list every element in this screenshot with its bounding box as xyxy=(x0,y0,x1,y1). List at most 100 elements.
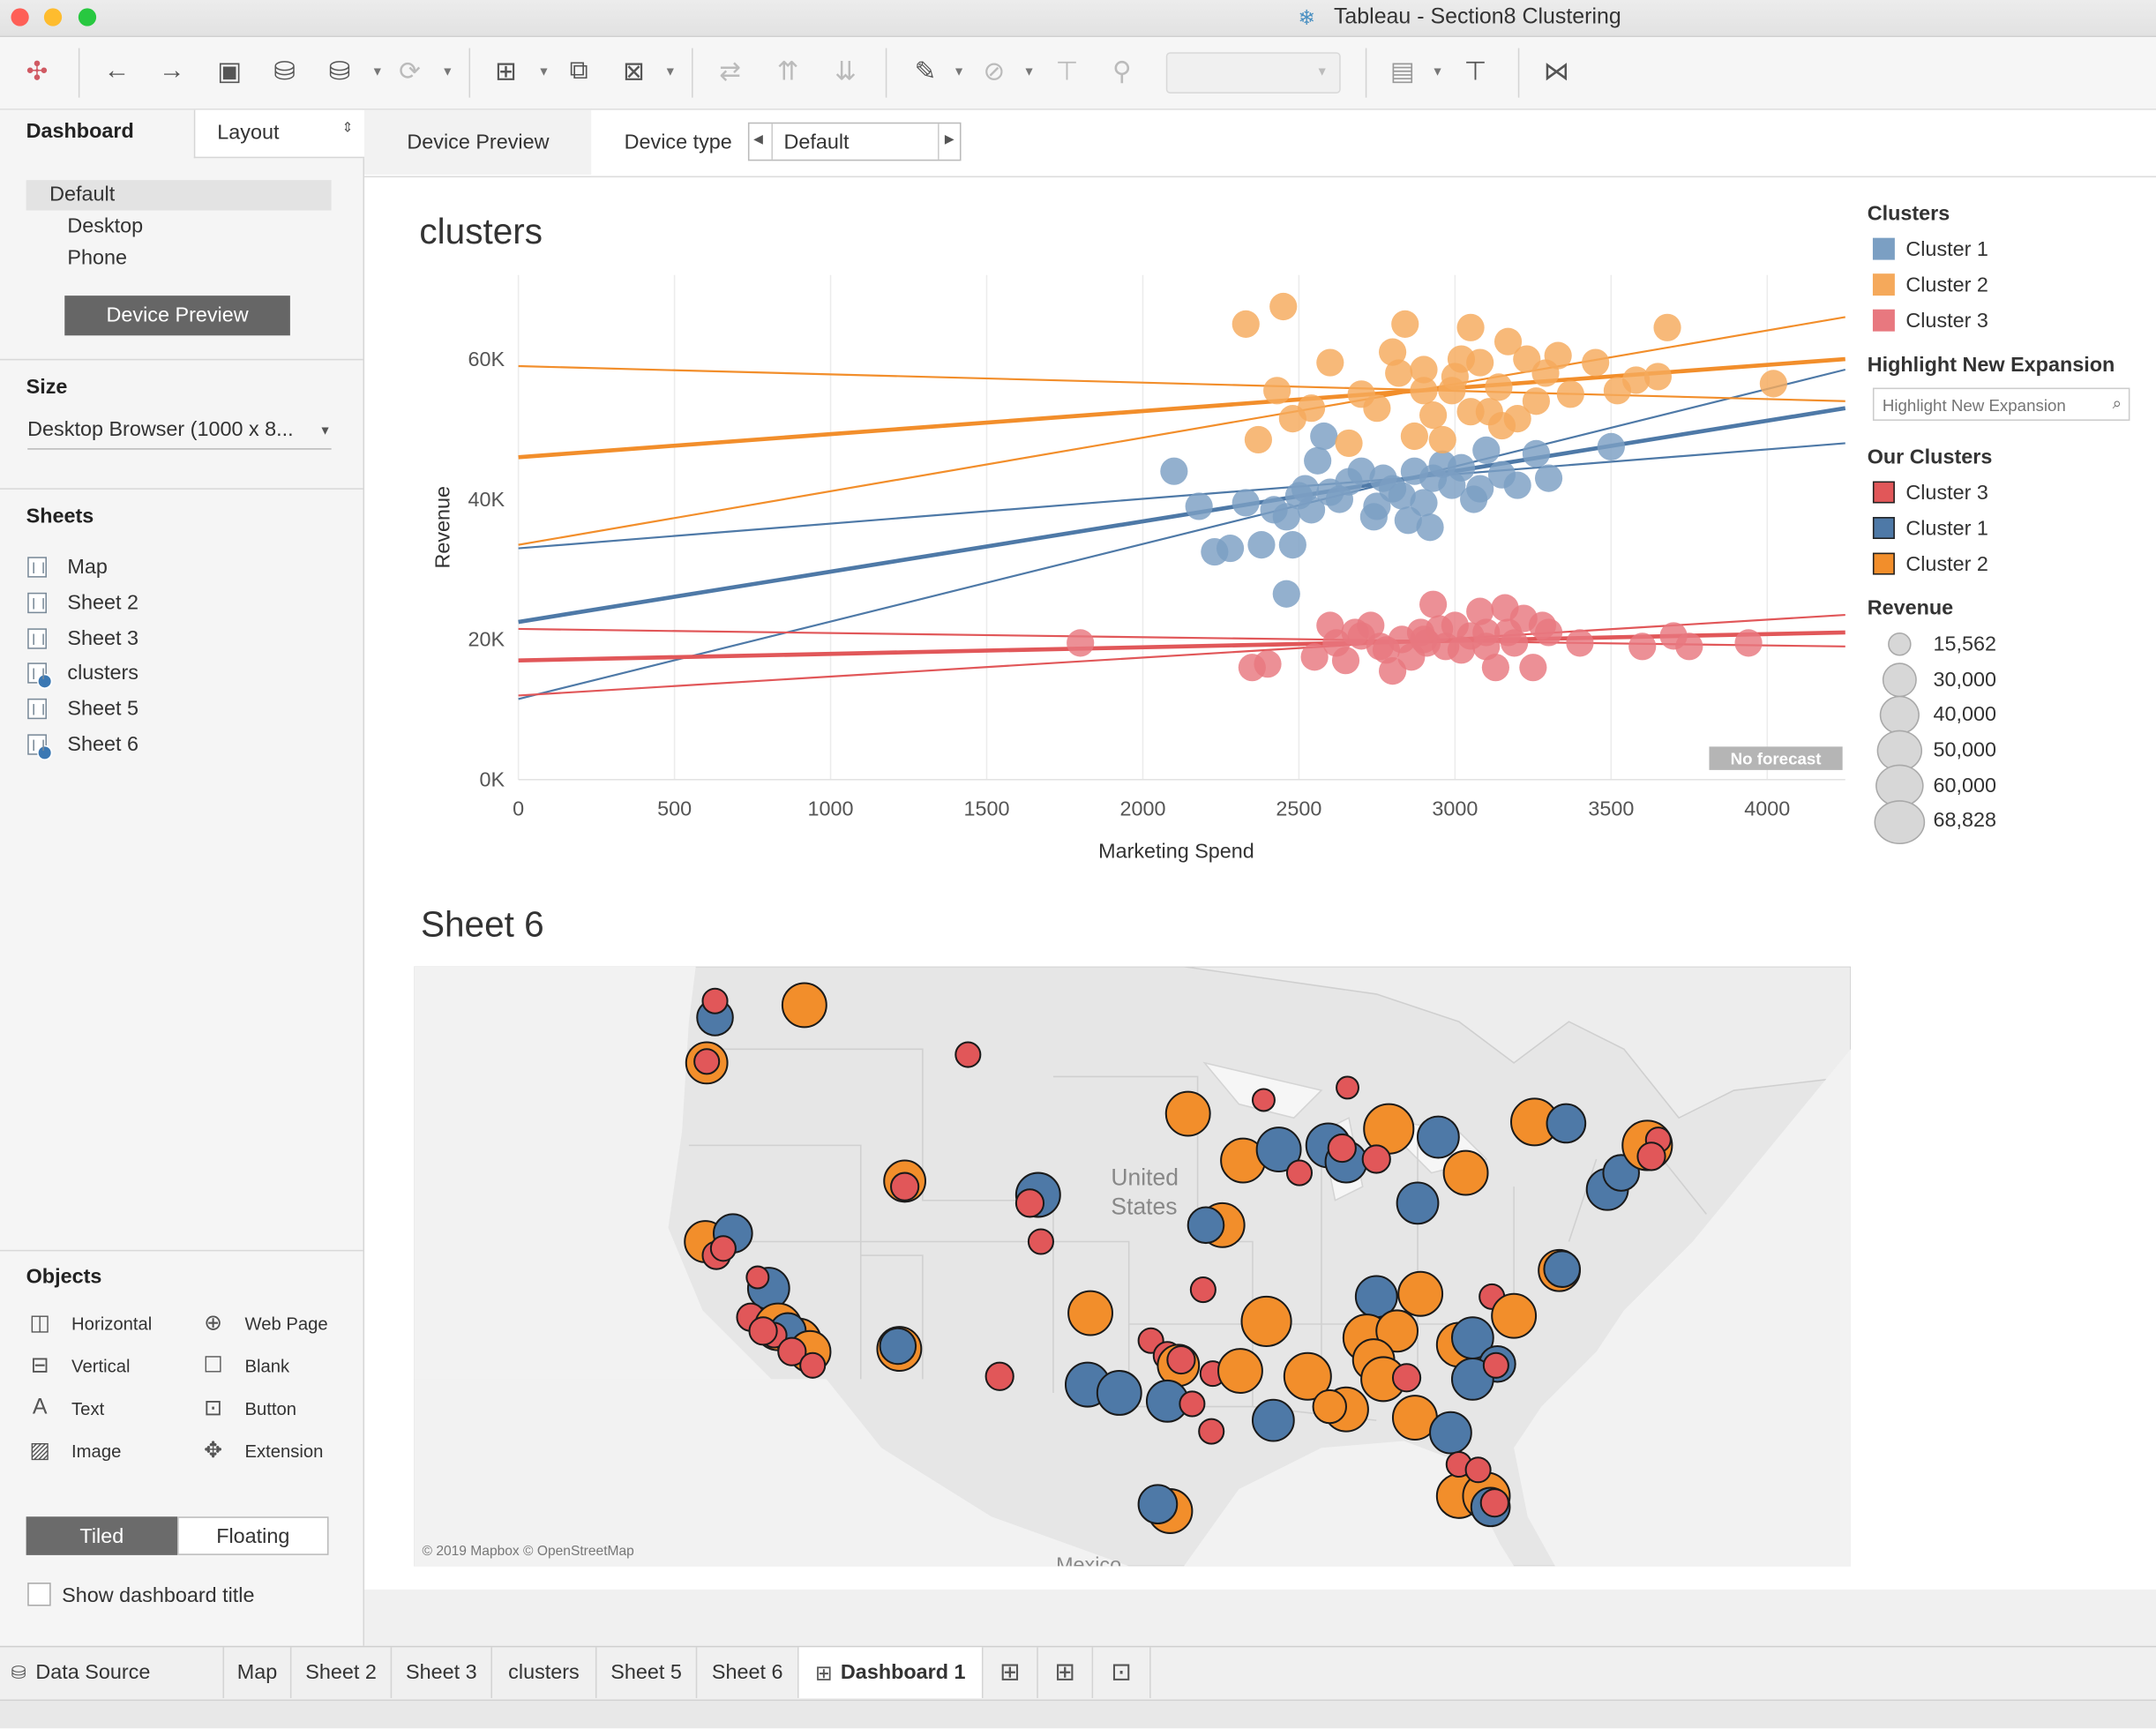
map-marker[interactable] xyxy=(1198,1418,1225,1445)
size-dropdown[interactable]: Desktop Browser (1000 x 8... xyxy=(27,417,294,442)
scatter-point[interactable] xyxy=(1331,647,1360,675)
scatter-point[interactable] xyxy=(1304,446,1332,475)
scatter-point[interactable] xyxy=(1160,457,1188,485)
scatter-point[interactable] xyxy=(1513,345,1541,373)
save-icon[interactable]: ▣ xyxy=(217,56,243,86)
highlight-search-input[interactable] xyxy=(1879,392,2099,420)
map-marker[interactable] xyxy=(1187,1206,1225,1245)
scatter-point[interactable] xyxy=(1272,580,1300,608)
floating-toggle[interactable]: Floating xyxy=(177,1516,329,1555)
scatter-point[interactable] xyxy=(1487,411,1516,440)
scatter-point[interactable] xyxy=(1416,513,1444,542)
sheet-item-sheet-2[interactable]: Sheet 2 xyxy=(27,588,138,618)
map-marker[interactable] xyxy=(1014,1188,1045,1218)
scatter-point[interactable] xyxy=(1216,535,1245,563)
map-marker[interactable] xyxy=(1482,1351,1509,1379)
scatter-point[interactable] xyxy=(1391,310,1419,338)
device-preview-button[interactable]: Device Preview xyxy=(64,296,290,336)
map-marker[interactable] xyxy=(1546,1103,1587,1144)
scatter-point[interactable] xyxy=(1363,492,1391,520)
device-default-row[interactable] xyxy=(26,180,332,211)
sheet-item-sheet-5[interactable]: Sheet 5 xyxy=(27,693,138,723)
device-phone[interactable]: Phone xyxy=(67,246,127,270)
scatter-point[interactable] xyxy=(1522,387,1550,415)
tiled-toggle[interactable]: Tiled xyxy=(26,1516,178,1555)
zoom-window-button[interactable] xyxy=(78,8,97,26)
cluster-scatter-plot[interactable]: 0 500 1000 1500 2000 2500 3000 3500 4000 0K 20K 40K… xyxy=(413,248,1857,866)
close-window-button[interactable] xyxy=(11,8,29,26)
scatter-point[interactable] xyxy=(1244,425,1272,454)
scatter-point[interactable] xyxy=(1675,632,1703,661)
sheet-item-sheet-3[interactable]: Sheet 3 xyxy=(27,623,138,653)
tab-sheet-5[interactable]: Sheet 5 xyxy=(596,1647,698,1698)
search-icon[interactable]: ⌕ xyxy=(2112,393,2122,413)
refresh-icon[interactable]: ⟳ xyxy=(399,56,421,86)
legend-item-cluster-1[interactable]: Cluster 1 xyxy=(1872,236,1988,263)
map-marker[interactable] xyxy=(748,1316,778,1346)
scatter-point[interactable] xyxy=(1379,657,1407,685)
map-marker[interactable] xyxy=(1464,1456,1492,1484)
scatter-point[interactable] xyxy=(1254,650,1282,678)
map-marker[interactable] xyxy=(1543,1250,1581,1288)
scatter-point[interactable] xyxy=(1410,377,1438,405)
scatter-point[interactable] xyxy=(1528,611,1557,640)
scatter-point[interactable] xyxy=(1481,654,1509,682)
map-marker[interactable] xyxy=(1179,1390,1206,1418)
new-story-tab-icon[interactable]: ⊡ xyxy=(1093,1647,1151,1698)
object-vertical[interactable]: ⊟ Vertical xyxy=(27,1351,131,1381)
scatter-point[interactable] xyxy=(1297,496,1326,524)
object-extension[interactable]: ✥ Extension xyxy=(201,1435,323,1465)
scatter-point[interactable] xyxy=(1419,590,1448,618)
map-marker[interactable] xyxy=(1251,1398,1295,1442)
map-marker[interactable] xyxy=(1397,1270,1444,1317)
scatter-point[interactable] xyxy=(1278,405,1306,433)
legend-item-our-cluster-2[interactable]: Cluster 2 xyxy=(1872,550,1988,577)
chevron-down-icon[interactable]: ▼ xyxy=(1022,64,1036,79)
tab-sheet-6[interactable]: Sheet 6 xyxy=(697,1647,799,1698)
map-marker[interactable] xyxy=(709,1235,737,1262)
scatter-point[interactable] xyxy=(1335,429,1363,458)
scatter-point[interactable] xyxy=(1441,363,1469,391)
map-marker[interactable] xyxy=(701,987,729,1014)
scatter-point[interactable] xyxy=(1379,338,1407,366)
scatter-point[interactable] xyxy=(1622,366,1651,394)
scatter-point[interactable] xyxy=(1566,629,1594,657)
scatter-point[interactable] xyxy=(1472,632,1501,661)
map-marker[interactable] xyxy=(1417,1115,1460,1159)
map-marker[interactable] xyxy=(1240,1295,1292,1347)
map-marker[interactable] xyxy=(1391,1363,1422,1393)
map-marker[interactable] xyxy=(1450,1357,1494,1401)
scatter-point[interactable] xyxy=(1628,632,1657,661)
object-horizontal[interactable]: ◫ Horizontal xyxy=(27,1307,152,1337)
legend-item-our-cluster-3[interactable]: Cluster 3 xyxy=(1872,478,1988,505)
scatter-point[interactable] xyxy=(1394,506,1422,535)
chevron-left-icon[interactable]: ◀ xyxy=(753,131,763,146)
scatter-point[interactable] xyxy=(1357,611,1385,640)
pause-updates-icon[interactable]: ⛁ xyxy=(328,56,351,86)
group-members-icon[interactable]: ⊘ xyxy=(983,56,1006,86)
legend-item-cluster-2[interactable]: Cluster 2 xyxy=(1872,271,1988,298)
map-marker[interactable] xyxy=(1396,1181,1440,1225)
map-marker[interactable] xyxy=(1251,1088,1276,1112)
map-marker[interactable] xyxy=(1137,1484,1179,1525)
map-marker[interactable] xyxy=(1327,1133,1357,1164)
scatter-point[interactable] xyxy=(1410,356,1438,384)
presentation-mode-icon[interactable]: ⊤ xyxy=(1464,56,1487,86)
tab-map[interactable]: Map xyxy=(224,1647,292,1698)
map-marker[interactable] xyxy=(1096,1370,1142,1416)
tab-sheet-2[interactable]: Sheet 2 xyxy=(291,1647,393,1698)
sheet-item-clusters[interactable]: clusters xyxy=(27,657,138,689)
scatter-point[interactable] xyxy=(1759,370,1787,398)
share-icon[interactable]: ⋈ xyxy=(1543,56,1570,86)
map-marker[interactable] xyxy=(1285,1159,1314,1186)
scatter-point[interactable] xyxy=(1291,475,1320,503)
chevron-down-icon[interactable]: ▼ xyxy=(663,64,677,79)
scatter-point[interactable] xyxy=(1363,394,1391,423)
map-marker[interactable] xyxy=(1255,1126,1302,1173)
duplicate-sheet-icon[interactable]: ⧉ xyxy=(569,56,588,86)
chevron-down-icon[interactable]: ▼ xyxy=(371,64,384,79)
scatter-point[interactable] xyxy=(1485,373,1513,401)
map-marker[interactable] xyxy=(745,1265,770,1290)
us-map[interactable]: United States Mexico © 2019 Mapbox © Ope… xyxy=(414,966,1852,1567)
scatter-point[interactable] xyxy=(1544,341,1572,370)
